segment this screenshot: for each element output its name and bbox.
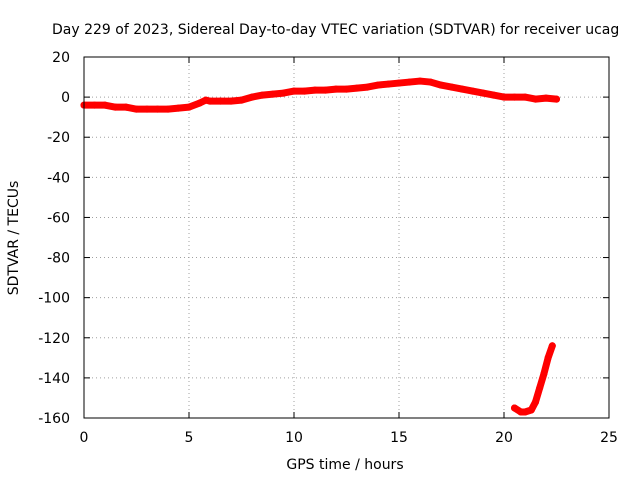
data-point bbox=[479, 89, 487, 97]
data-point bbox=[185, 103, 193, 111]
data-point bbox=[164, 105, 172, 113]
data-point bbox=[540, 370, 548, 378]
y-axis-title: SDTVAR / TECUs bbox=[6, 181, 22, 296]
y-tick-label: 20 bbox=[52, 50, 70, 66]
data-point bbox=[301, 87, 308, 95]
y-tick-label: -80 bbox=[47, 251, 70, 267]
data-point bbox=[548, 342, 556, 350]
data-point bbox=[448, 83, 455, 91]
data-point bbox=[490, 91, 497, 99]
data-point bbox=[269, 90, 277, 98]
y-tick-label: -140 bbox=[38, 371, 70, 387]
x-tick-labels: 0 5 10 15 20 25 bbox=[80, 430, 618, 446]
x-tick-label: 0 bbox=[80, 430, 89, 446]
data-point bbox=[91, 101, 98, 109]
x-tick-label: 25 bbox=[600, 430, 618, 446]
data-point bbox=[122, 103, 130, 111]
data-point bbox=[280, 89, 287, 97]
data-point bbox=[511, 93, 518, 101]
data-point bbox=[290, 87, 298, 95]
y-tick-label: -60 bbox=[47, 210, 70, 226]
data-point bbox=[322, 86, 329, 94]
data-point bbox=[544, 354, 552, 362]
data-point bbox=[364, 83, 371, 91]
data-point bbox=[332, 85, 340, 93]
data-point bbox=[521, 408, 529, 416]
data-point bbox=[227, 97, 235, 105]
chart-title: Day 229 of 2023, Sidereal Day-to-day VTE… bbox=[52, 22, 619, 38]
data-point bbox=[385, 80, 392, 88]
y-tick-label: -100 bbox=[38, 291, 70, 307]
x-tick-label: 5 bbox=[185, 430, 194, 446]
data-point bbox=[395, 79, 403, 87]
data-point bbox=[527, 406, 535, 414]
x-tick-label: 15 bbox=[390, 430, 408, 446]
data-point bbox=[217, 97, 224, 105]
data-point bbox=[532, 95, 539, 103]
data-point bbox=[143, 105, 151, 113]
data-point bbox=[521, 93, 529, 101]
x-tick-label: 20 bbox=[495, 430, 513, 446]
grid bbox=[84, 57, 609, 418]
data-point bbox=[101, 101, 109, 109]
data-point bbox=[175, 104, 182, 112]
data-point bbox=[536, 384, 544, 392]
data-point bbox=[112, 103, 119, 111]
data-point bbox=[469, 87, 476, 95]
data-point bbox=[437, 81, 445, 89]
plot-frame bbox=[83, 56, 610, 419]
data-point bbox=[511, 404, 518, 412]
data-point bbox=[343, 85, 350, 93]
y-tick-labels: 20 0 -20 -40 -60 -80 -100 -120 -140 -160 bbox=[38, 50, 70, 427]
data-point bbox=[311, 86, 319, 94]
data-point bbox=[248, 93, 256, 101]
y-tick-label: -120 bbox=[38, 331, 70, 347]
data-point bbox=[206, 97, 214, 105]
data-point bbox=[416, 77, 424, 85]
data-point bbox=[133, 105, 140, 113]
x-tick-label: 10 bbox=[285, 430, 303, 446]
x-axis-title: GPS time / hours bbox=[286, 457, 403, 473]
ticks bbox=[83, 56, 610, 419]
data-point bbox=[154, 105, 161, 113]
y-tick-label: -160 bbox=[38, 411, 70, 427]
data-point bbox=[500, 93, 508, 101]
data-point bbox=[427, 78, 434, 86]
y-tick-label: -20 bbox=[47, 130, 70, 146]
data-point bbox=[458, 85, 466, 93]
data-point bbox=[374, 81, 382, 89]
data-point bbox=[238, 96, 245, 104]
data-point bbox=[259, 91, 266, 99]
data-point bbox=[353, 84, 361, 92]
data-point bbox=[406, 78, 413, 86]
series-layer bbox=[80, 77, 560, 416]
data-point bbox=[532, 398, 539, 406]
data-point bbox=[196, 99, 203, 107]
data-point bbox=[542, 94, 550, 102]
y-tick-label: 0 bbox=[61, 90, 70, 106]
data-point bbox=[553, 95, 560, 103]
y-tick-label: -40 bbox=[47, 170, 70, 186]
